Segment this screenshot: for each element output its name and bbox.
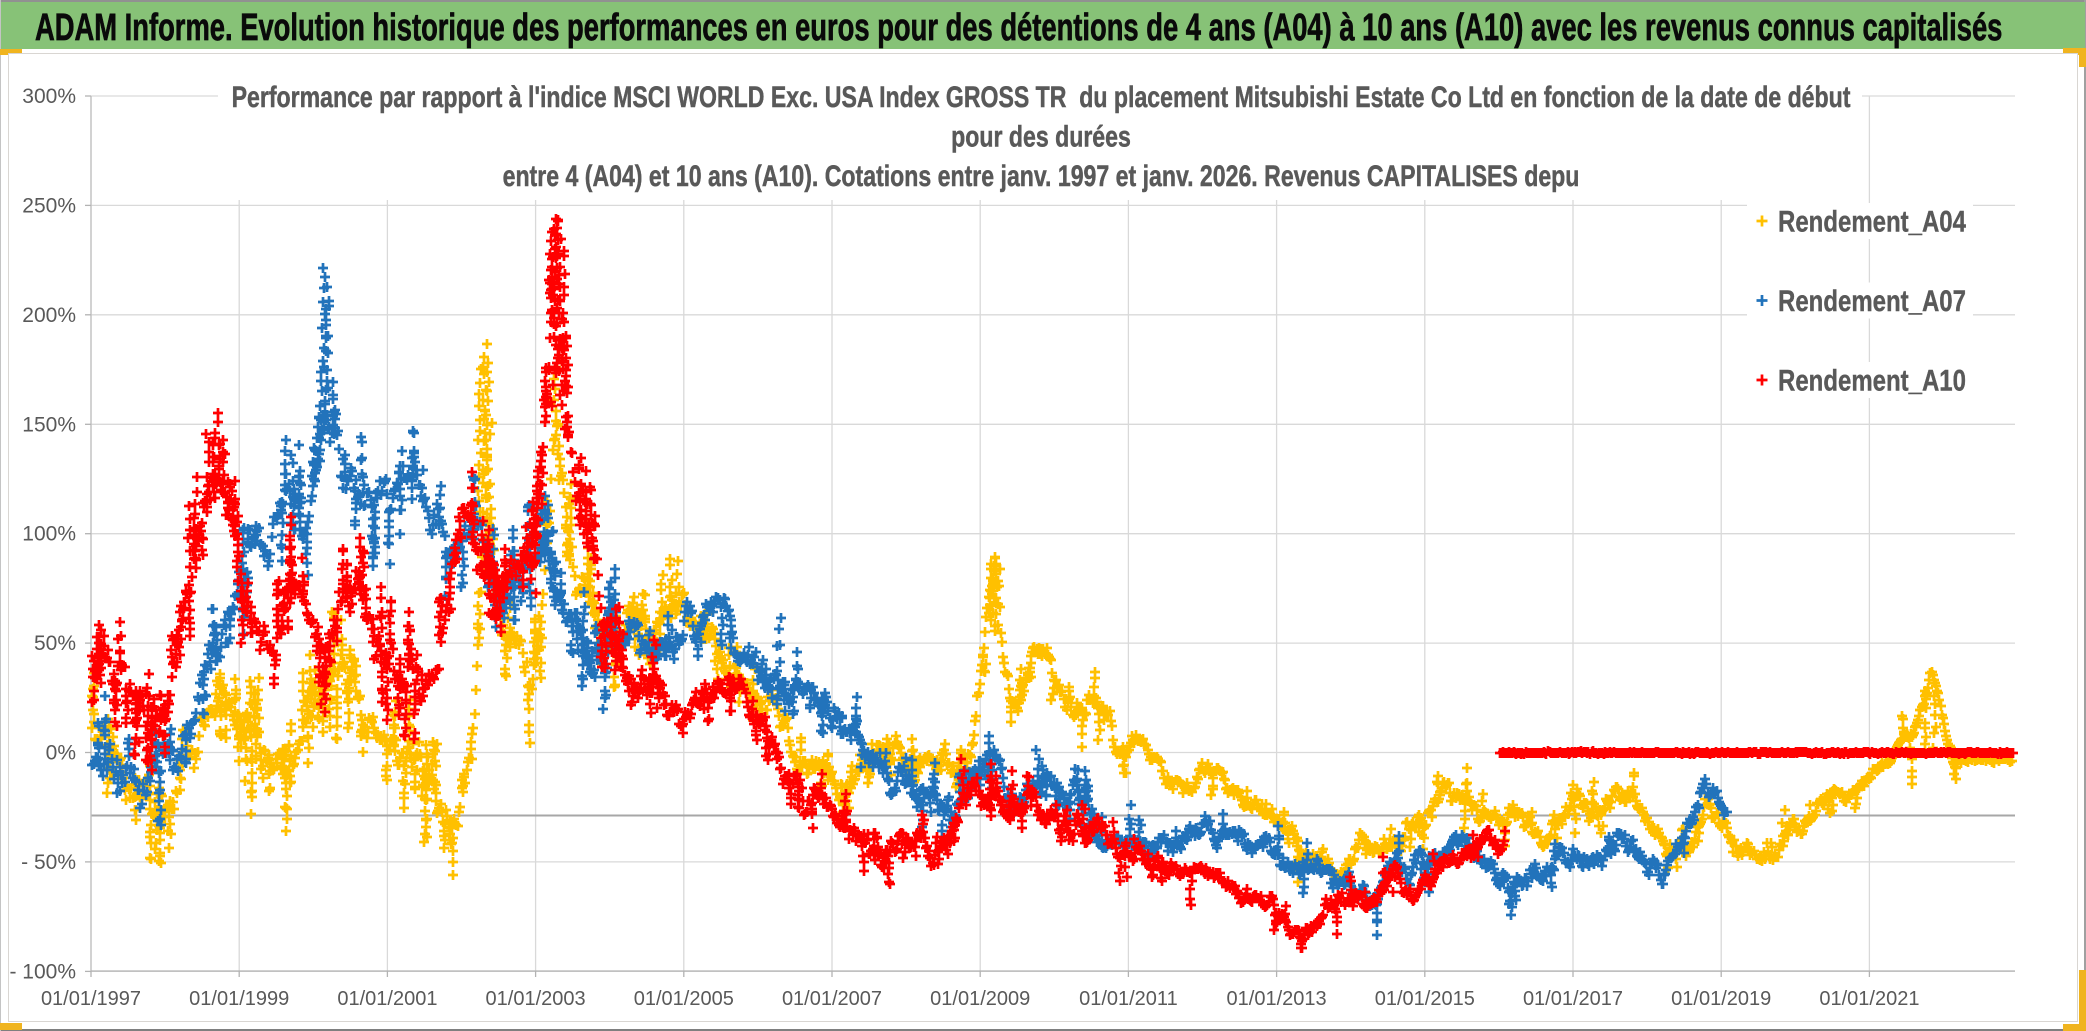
svg-text:01/01/2007: 01/01/2007 <box>782 988 882 1010</box>
svg-text:01/01/2003: 01/01/2003 <box>486 988 586 1010</box>
svg-text:pour des durées: pour des durées <box>951 120 1131 154</box>
svg-text:Rendement_A10: Rendement_A10 <box>1778 363 1966 397</box>
svg-text:01/01/2021: 01/01/2021 <box>1819 988 1919 1010</box>
svg-text:200%: 200% <box>22 304 76 327</box>
svg-text:50%: 50% <box>34 632 76 655</box>
svg-text:01/01/1997: 01/01/1997 <box>41 988 141 1010</box>
svg-text:01/01/2015: 01/01/2015 <box>1375 988 1475 1010</box>
svg-text:01/01/2001: 01/01/2001 <box>337 988 437 1010</box>
svg-text:- 100%: - 100% <box>9 960 76 983</box>
svg-text:Performance par rapport à l'in: Performance par rapport à l'indice MSCI … <box>232 80 1851 114</box>
svg-text:01/01/2017: 01/01/2017 <box>1523 988 1623 1010</box>
svg-text:Rendement_A07: Rendement_A07 <box>1778 283 1966 317</box>
svg-text:01/01/1999: 01/01/1999 <box>189 988 289 1010</box>
svg-text:ADAM Informe. Evolution histor: ADAM Informe. Evolution historique des p… <box>35 7 2002 49</box>
svg-text:Rendement_A04: Rendement_A04 <box>1778 204 1966 238</box>
svg-text:300%: 300% <box>22 85 76 108</box>
svg-text:- 50%: - 50% <box>21 851 76 874</box>
svg-text:100%: 100% <box>22 523 76 546</box>
svg-text:01/01/2011: 01/01/2011 <box>1079 988 1178 1010</box>
svg-text:01/01/2019: 01/01/2019 <box>1671 988 1771 1010</box>
svg-text:250%: 250% <box>22 194 76 217</box>
svg-text:entre 4 (A04) et 10 ans (A10).: entre 4 (A04) et 10 ans (A10). Cotations… <box>503 159 1580 193</box>
svg-text:01/01/2005: 01/01/2005 <box>634 988 734 1010</box>
svg-text:01/01/2009: 01/01/2009 <box>930 988 1030 1010</box>
svg-text:150%: 150% <box>22 413 76 436</box>
svg-text:01/01/2013: 01/01/2013 <box>1227 988 1327 1010</box>
svg-text:0%: 0% <box>46 742 76 765</box>
